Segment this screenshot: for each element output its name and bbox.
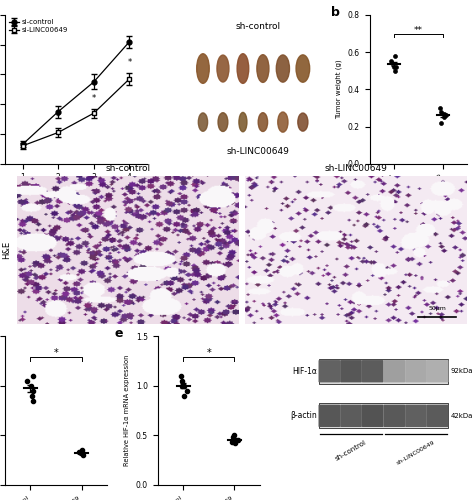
Point xyxy=(27,382,35,390)
Title: sh-control: sh-control xyxy=(106,164,151,173)
Text: 42kDa: 42kDa xyxy=(451,413,472,419)
Point xyxy=(28,392,35,400)
Point xyxy=(178,382,186,390)
Point xyxy=(181,392,188,400)
Point xyxy=(79,452,86,460)
Title: sh-LINC00649: sh-LINC00649 xyxy=(325,164,388,173)
Point xyxy=(29,396,37,404)
Point xyxy=(76,448,83,456)
Point xyxy=(23,377,31,385)
FancyBboxPatch shape xyxy=(427,404,448,427)
Text: 92kDa: 92kDa xyxy=(451,368,472,374)
Text: *: * xyxy=(207,348,211,358)
Ellipse shape xyxy=(296,55,310,82)
Point xyxy=(437,104,444,112)
Point xyxy=(228,438,236,446)
Text: b: b xyxy=(330,6,339,19)
Point xyxy=(388,60,396,68)
Text: e: e xyxy=(115,328,123,340)
FancyBboxPatch shape xyxy=(319,360,340,382)
Point xyxy=(392,63,399,71)
Point xyxy=(29,387,36,395)
FancyBboxPatch shape xyxy=(319,358,448,384)
FancyBboxPatch shape xyxy=(405,360,427,382)
Ellipse shape xyxy=(276,55,289,82)
Point xyxy=(181,382,188,390)
FancyBboxPatch shape xyxy=(405,404,427,427)
Text: HIF-1α: HIF-1α xyxy=(292,366,317,376)
FancyBboxPatch shape xyxy=(319,404,340,427)
Point xyxy=(179,377,186,385)
Point xyxy=(77,450,84,458)
FancyBboxPatch shape xyxy=(362,360,384,382)
Text: H&E: H&E xyxy=(2,241,11,259)
Text: sh-LINC00649: sh-LINC00649 xyxy=(227,148,290,156)
FancyBboxPatch shape xyxy=(427,360,448,382)
Point xyxy=(183,387,190,395)
Point xyxy=(234,436,242,444)
FancyBboxPatch shape xyxy=(384,404,405,427)
Text: *: * xyxy=(92,94,96,103)
Ellipse shape xyxy=(257,54,269,82)
Text: sh-control: sh-control xyxy=(236,22,281,32)
Text: β-actin: β-actin xyxy=(290,412,317,420)
Text: *: * xyxy=(53,348,58,358)
Ellipse shape xyxy=(298,113,308,131)
Ellipse shape xyxy=(217,55,229,82)
FancyBboxPatch shape xyxy=(319,403,448,428)
Point xyxy=(230,432,237,440)
Point xyxy=(437,108,445,116)
Point xyxy=(229,434,236,442)
Point xyxy=(177,372,185,380)
Point xyxy=(29,372,37,380)
Ellipse shape xyxy=(239,112,247,132)
Point xyxy=(78,446,85,454)
Point xyxy=(231,440,239,448)
FancyBboxPatch shape xyxy=(340,404,362,427)
Text: sh-control: sh-control xyxy=(334,440,368,462)
Point xyxy=(438,119,445,127)
Ellipse shape xyxy=(258,112,268,132)
Point xyxy=(388,58,395,66)
Point xyxy=(390,63,398,71)
Point xyxy=(392,67,399,75)
Ellipse shape xyxy=(198,113,208,132)
FancyBboxPatch shape xyxy=(362,404,384,427)
Ellipse shape xyxy=(237,54,249,84)
Point xyxy=(391,52,398,60)
Text: *: * xyxy=(56,113,60,122)
Ellipse shape xyxy=(218,112,228,132)
Text: 50μm: 50μm xyxy=(429,306,446,311)
Point xyxy=(442,112,449,120)
Y-axis label: Relative HIF-1α mRNA expression: Relative HIF-1α mRNA expression xyxy=(124,355,130,467)
Point xyxy=(440,110,448,118)
Ellipse shape xyxy=(278,112,288,132)
Point xyxy=(440,114,448,122)
X-axis label: Weeks: Weeks xyxy=(58,188,94,198)
Ellipse shape xyxy=(197,54,209,84)
Text: *: * xyxy=(127,58,132,67)
FancyBboxPatch shape xyxy=(384,360,405,382)
Legend: si-control, si-LINC00649: si-control, si-LINC00649 xyxy=(8,18,68,34)
Text: sh-LINC00649: sh-LINC00649 xyxy=(396,440,436,466)
Text: **: ** xyxy=(414,26,423,35)
FancyBboxPatch shape xyxy=(340,360,362,382)
Y-axis label: Tumor weight (g): Tumor weight (g) xyxy=(336,60,342,119)
